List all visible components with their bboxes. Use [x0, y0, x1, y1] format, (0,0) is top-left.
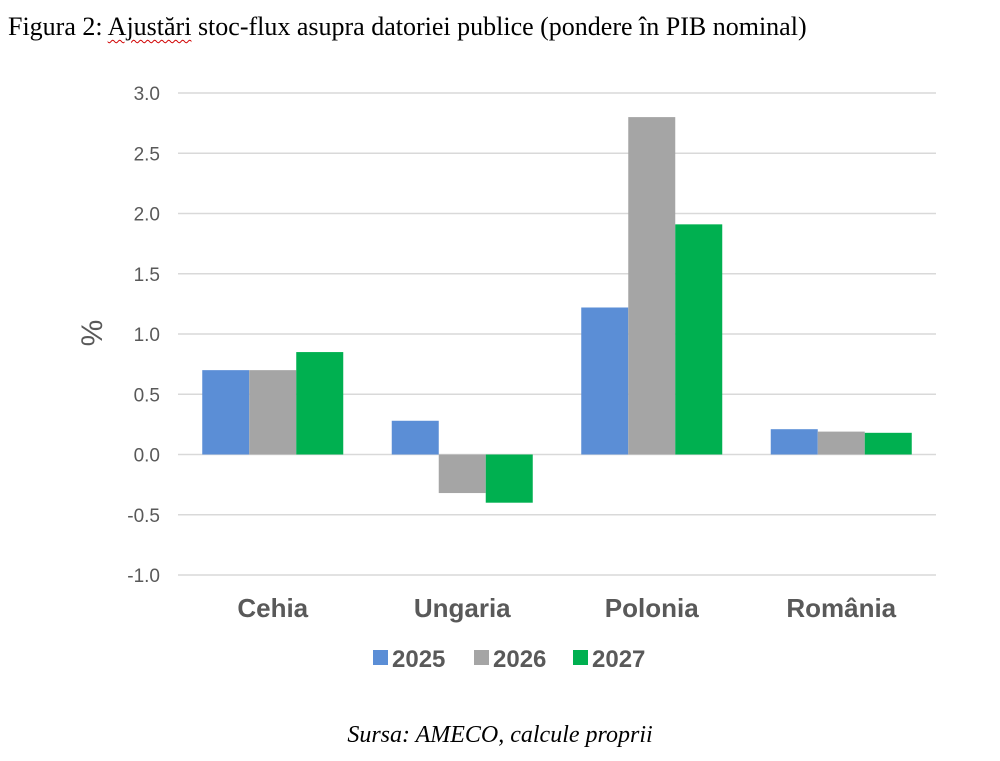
y-tick-label: 2.5 [134, 144, 160, 165]
legend-swatch-2026 [474, 650, 489, 665]
category-label: Polonia [605, 593, 699, 623]
y-tick-label: 1.0 [134, 325, 160, 346]
title-spellchecked-word: Ajustări [107, 12, 192, 41]
bar-2026-cehia [249, 370, 297, 455]
legend-label-2027: 2027 [592, 646, 645, 673]
bar-2026-ungaria [438, 454, 486, 494]
category-label: Ungaria [414, 593, 511, 623]
y-tick-label: -0.5 [127, 506, 160, 527]
title-prefix: Figura 2: [8, 12, 108, 41]
y-tick-label: 0.5 [134, 385, 160, 406]
bar-2025-cehia [202, 370, 250, 455]
bar-2027-ungaria [485, 454, 533, 503]
bar-chart: 3.0 2.5 2.0 1.5 1.0 0.5 0.0 -0.5 -1.0 Cehia Ungar… [76, 84, 936, 673]
gridlines [178, 92, 936, 576]
legend-swatch-2025 [373, 650, 388, 665]
legend-swatch-2027 [573, 650, 588, 665]
y-tick-label: -1.0 [127, 566, 160, 587]
y-axis-ticks: 3.0 2.5 2.0 1.5 1.0 0.5 0.0 -0.5 -1.0 [127, 84, 160, 587]
bars [202, 117, 912, 503]
title-rest: stoc-flux asupra datoriei publice (ponde… [191, 12, 807, 41]
bar-2025-polonia [581, 307, 629, 455]
category-label: Cehia [237, 593, 308, 623]
category-label: România [786, 593, 896, 623]
bar-2026-românia [817, 431, 865, 455]
category-labels: Cehia Ungaria Polonia România [237, 593, 896, 623]
legend-label-2025: 2025 [392, 646, 445, 673]
bar-2026-polonia [628, 117, 676, 455]
source-note: Sursa: AMECO, calcule proprii [347, 722, 653, 748]
y-tick-label: 0.0 [134, 446, 160, 467]
legend-label-2026: 2026 [493, 646, 546, 673]
y-tick-label: 2.0 [134, 205, 160, 226]
bar-2027-românia [864, 432, 912, 455]
legend: 2025 2026 2027 [373, 646, 645, 673]
bar-2025-românia [770, 429, 818, 455]
bar-2027-cehia [296, 352, 344, 455]
y-tick-label: 3.0 [134, 84, 160, 105]
figure-title: Figura 2: Ajustări stoc-flux asupra dato… [0, 12, 1000, 42]
bar-2027-polonia [675, 224, 723, 455]
y-tick-label: 1.5 [134, 265, 160, 286]
y-axis-label: % [76, 320, 109, 347]
bar-2025-ungaria [391, 420, 439, 455]
